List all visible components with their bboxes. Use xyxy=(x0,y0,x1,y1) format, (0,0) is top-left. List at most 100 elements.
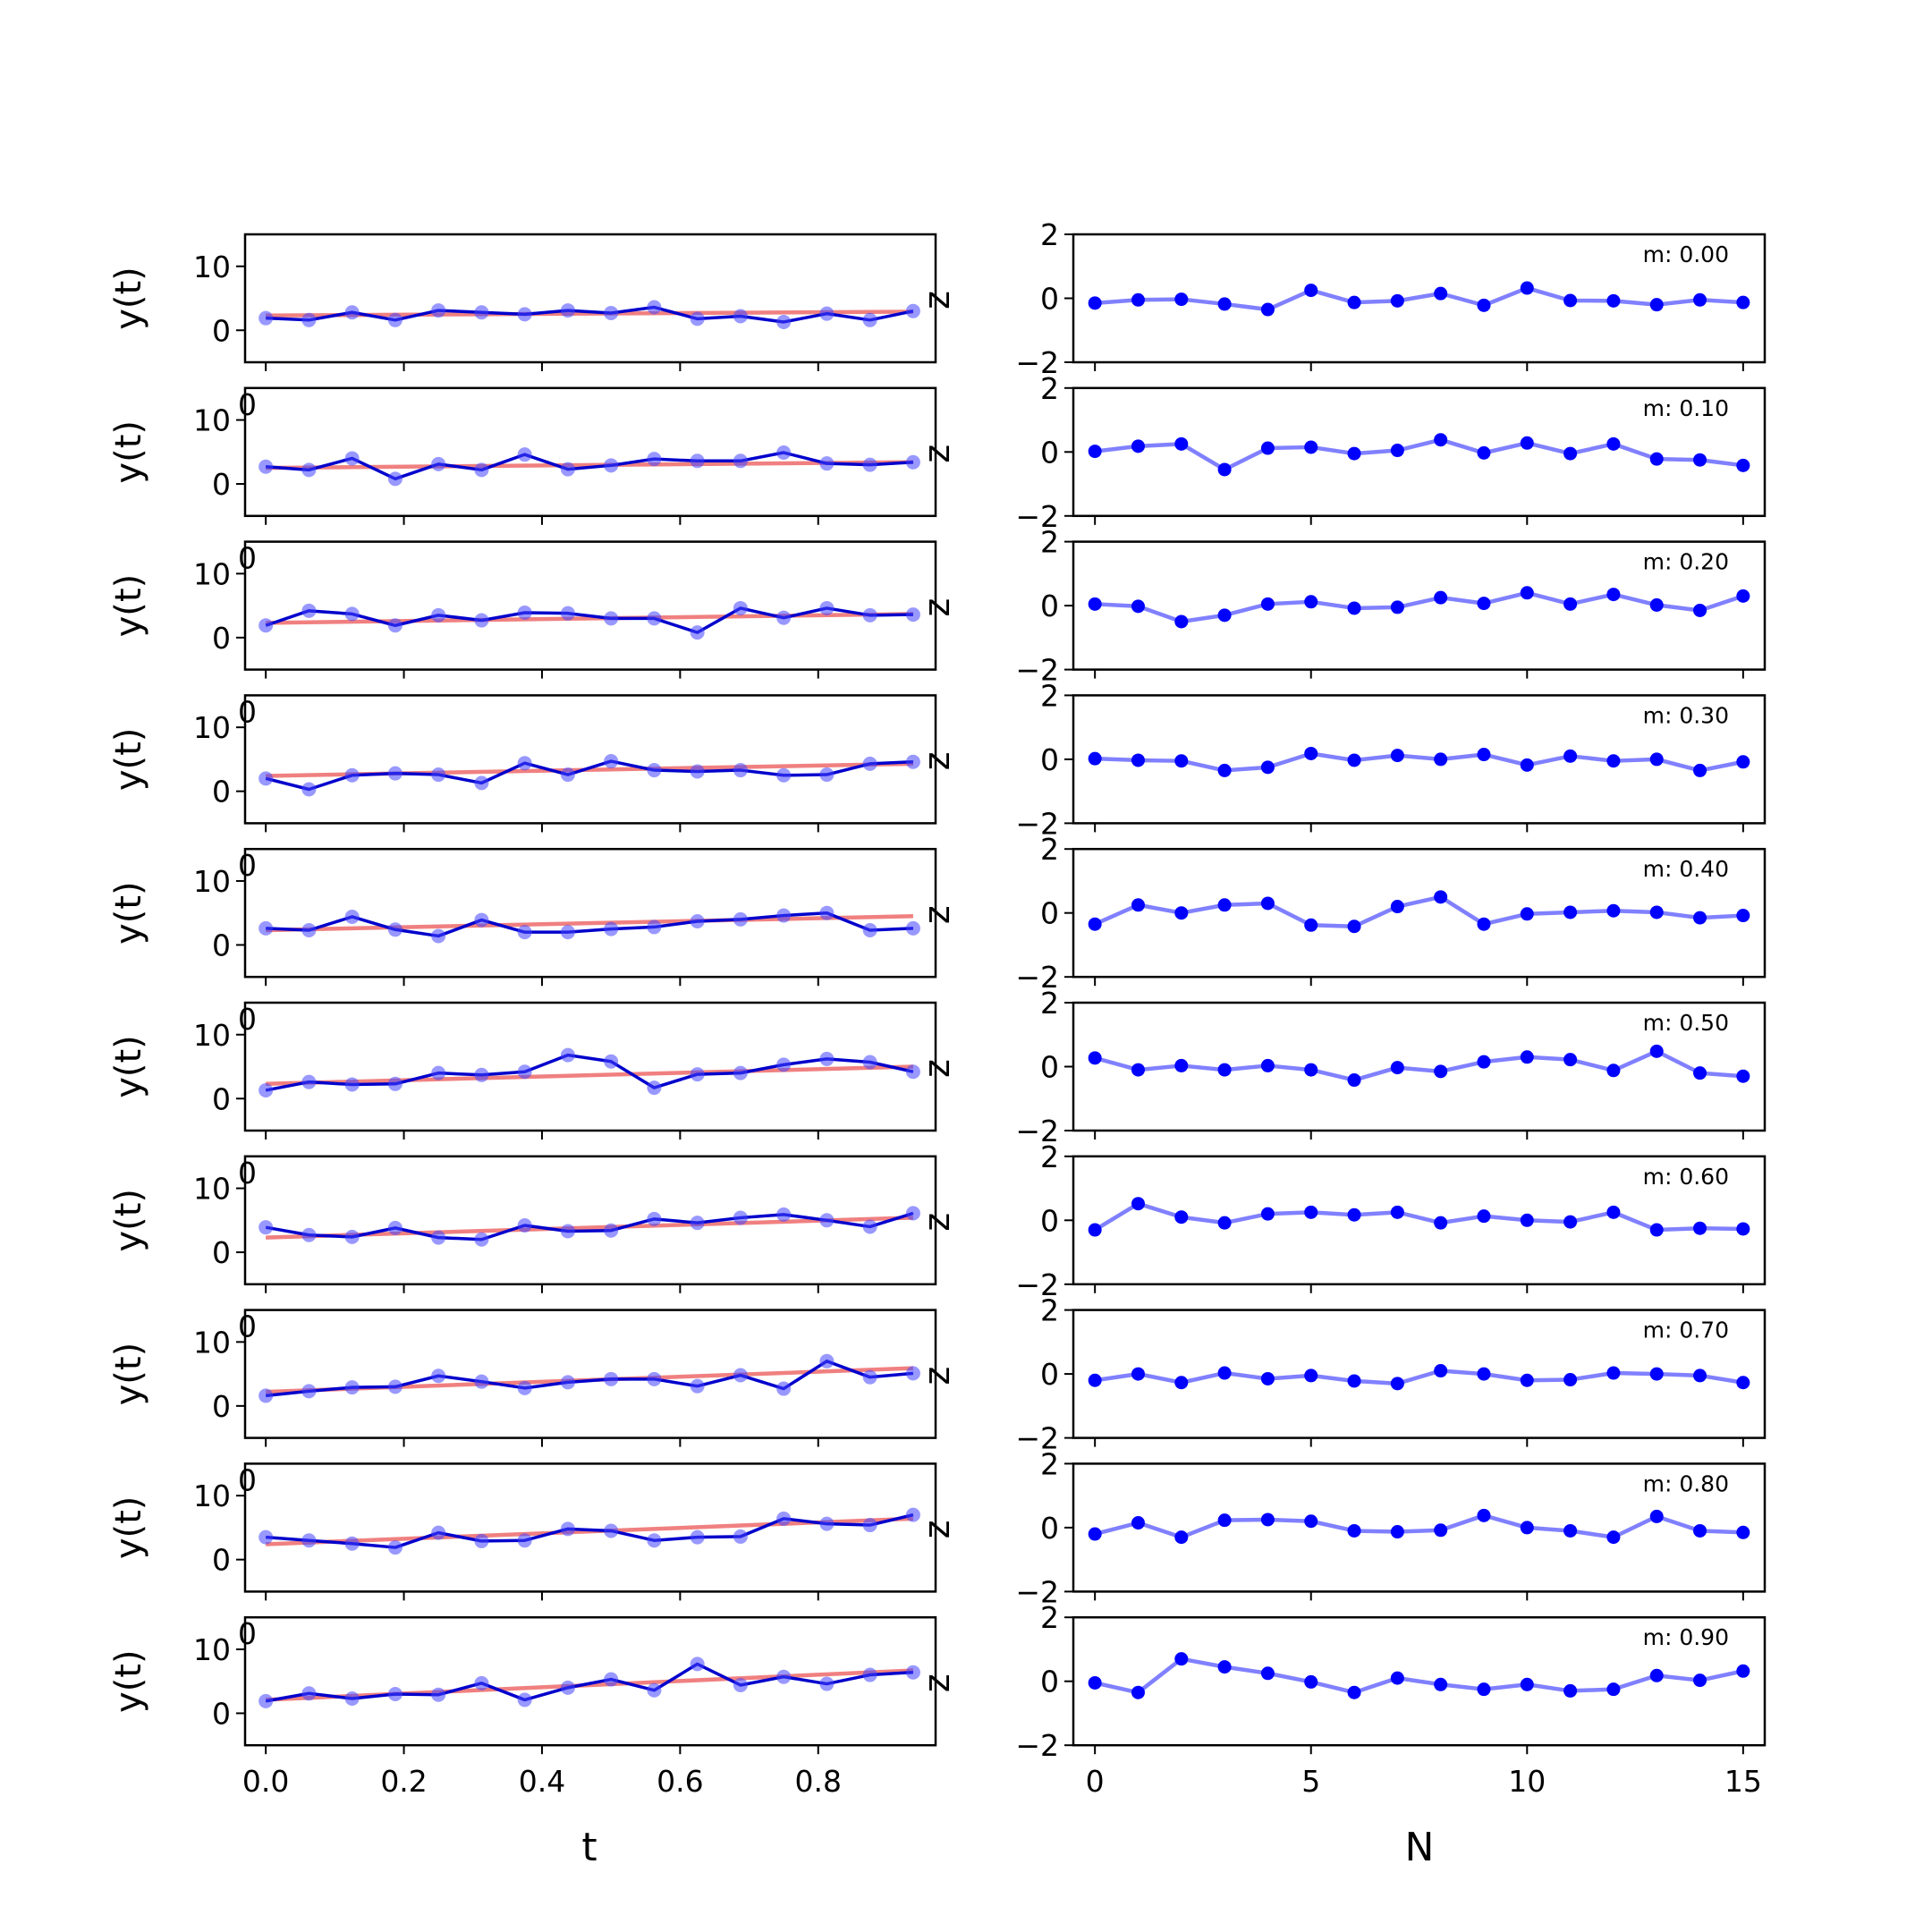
data-point xyxy=(1347,1208,1361,1222)
data-point xyxy=(1649,1044,1664,1058)
y-tick-label: 0 xyxy=(212,1696,231,1731)
data-point xyxy=(1260,1666,1275,1681)
x-tick-label: 15 xyxy=(1724,1764,1762,1799)
data-point xyxy=(560,462,575,477)
data-point xyxy=(733,453,748,469)
data-point xyxy=(905,920,920,936)
data-point xyxy=(776,1381,792,1396)
data-point xyxy=(733,1368,748,1383)
data-point xyxy=(1174,292,1189,307)
series-line xyxy=(1094,894,1743,928)
y-tick-label: 0 xyxy=(212,1389,231,1424)
data-point xyxy=(1563,1053,1578,1067)
y-tick-label: 0 xyxy=(212,621,231,656)
y-axis-label: y(t) xyxy=(108,1496,149,1560)
data-point xyxy=(258,618,274,633)
data-point xyxy=(387,922,402,937)
data-point xyxy=(1088,751,1102,766)
y-tick-label: 0 xyxy=(212,1235,231,1270)
data-point xyxy=(1563,1523,1578,1538)
series-line xyxy=(1095,751,1744,773)
data-point xyxy=(431,1368,446,1384)
left-x-axis-label: t xyxy=(581,1825,597,1870)
data-point xyxy=(1693,1674,1707,1688)
data-point xyxy=(1477,1209,1491,1224)
data-point xyxy=(1649,752,1664,767)
data-point xyxy=(1174,1376,1189,1390)
data-point xyxy=(1736,755,1750,769)
data-point xyxy=(1563,597,1578,611)
data-point xyxy=(344,305,360,320)
data-point xyxy=(1520,1373,1534,1387)
data-point xyxy=(862,1219,877,1234)
data-point xyxy=(1434,286,1448,301)
data-point xyxy=(862,1518,877,1533)
occluded-tick-label: 0 xyxy=(238,1616,257,1651)
data-point xyxy=(1174,1530,1189,1545)
data-point xyxy=(258,920,274,936)
data-point xyxy=(387,1379,402,1394)
data-point xyxy=(1347,1374,1361,1388)
y-tick-label: 10 xyxy=(193,403,231,438)
data-point xyxy=(733,1065,748,1080)
data-point xyxy=(1649,597,1664,612)
data-point xyxy=(1347,1523,1361,1538)
data-point xyxy=(1390,1061,1404,1075)
y-tick-label: 2 xyxy=(1040,525,1059,560)
axes-frame xyxy=(243,386,937,518)
subplot-annotation: m: 0.40 xyxy=(1643,856,1729,882)
series-line xyxy=(1094,437,1744,472)
data-point xyxy=(1649,1223,1664,1237)
subplot-annotation: m: 0.50 xyxy=(1643,1010,1729,1036)
data-point xyxy=(1606,1682,1621,1697)
x-tick-label: 0.2 xyxy=(380,1764,427,1799)
data-point xyxy=(1606,1205,1621,1219)
axes-frame xyxy=(243,1615,937,1747)
subplot-annotation: m: 0.80 xyxy=(1643,1470,1729,1496)
data-point xyxy=(1520,758,1534,772)
occluded-tick-label: 0 xyxy=(238,1002,257,1037)
data-point xyxy=(1434,1523,1448,1538)
data-point xyxy=(819,905,835,920)
y-tick-label: 10 xyxy=(193,1172,231,1207)
occluded-axis-label: z xyxy=(917,1367,958,1385)
data-point xyxy=(1304,440,1318,454)
series-line xyxy=(1093,1201,1743,1233)
series-line xyxy=(1095,590,1744,624)
y-tick-label: 2 xyxy=(1040,1140,1059,1174)
data-point xyxy=(560,767,575,783)
series-line xyxy=(266,451,914,481)
data-point xyxy=(647,1682,662,1698)
y-tick-label: 0 xyxy=(1040,1203,1059,1238)
data-point xyxy=(1736,909,1750,923)
y-tick-label: 10 xyxy=(193,556,231,591)
data-point xyxy=(517,1533,532,1548)
y-tick-label: 10 xyxy=(193,1632,231,1667)
data-point xyxy=(301,1074,317,1089)
y-tick-label: −2 xyxy=(1015,1574,1059,1609)
data-point xyxy=(604,1672,619,1687)
data-point xyxy=(776,1207,792,1222)
data-point xyxy=(905,1064,920,1080)
right-subplot: −2 0 2 0 5 10 15 m: 0.90 xyxy=(1015,1600,1767,1799)
data-point xyxy=(1649,1509,1664,1523)
data-point xyxy=(1131,1685,1145,1699)
data-point xyxy=(690,1657,705,1672)
series-line xyxy=(266,911,913,938)
data-point xyxy=(776,610,792,625)
data-point xyxy=(474,613,489,628)
data-point xyxy=(1304,918,1318,932)
y-tick-label: 0 xyxy=(1040,1050,1059,1085)
data-point xyxy=(862,607,877,623)
series-line xyxy=(1094,285,1743,312)
data-point xyxy=(690,1378,705,1394)
data-point xyxy=(387,312,402,327)
occluded-tick-label: 0 xyxy=(238,694,257,729)
data-point xyxy=(431,1687,446,1702)
data-point xyxy=(431,607,446,623)
y-tick-label: 10 xyxy=(193,250,231,284)
data-point xyxy=(862,1667,877,1682)
data-point xyxy=(604,1371,619,1386)
